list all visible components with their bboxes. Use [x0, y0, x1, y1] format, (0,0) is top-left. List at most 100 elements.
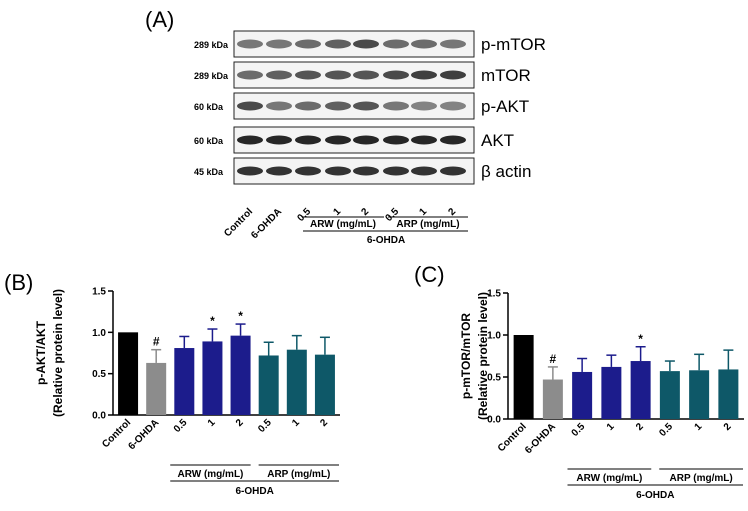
- significance-mark: *: [210, 314, 215, 328]
- x-tick-label: 0.5: [172, 417, 190, 435]
- blot-band: [353, 166, 379, 176]
- x-tick-label: 2: [722, 421, 734, 433]
- treatment-label: 6-OHDA: [235, 486, 273, 497]
- blot-band: [411, 39, 437, 49]
- y-tick-label: 0.0: [92, 411, 106, 422]
- x-tick-label: 0.5: [256, 417, 274, 435]
- blot-band: [295, 101, 321, 111]
- blot-kda-label: 60 kDa: [194, 136, 224, 146]
- blot-band: [266, 166, 292, 176]
- blot-lane-label: 1: [417, 206, 429, 218]
- bar: [230, 335, 251, 415]
- blot-band: [266, 70, 292, 80]
- x-tick-label: 2: [634, 421, 646, 433]
- blot-band: [440, 70, 466, 80]
- blot-band: [353, 101, 379, 111]
- blot-band: [295, 39, 321, 49]
- blot-band: [266, 135, 292, 145]
- blot-band: [411, 70, 437, 80]
- blot-kda-label: 60 kDa: [194, 102, 224, 112]
- treatment-label: 6-OHDA: [636, 490, 674, 501]
- x-tick-label: 1: [290, 417, 302, 429]
- bar: [286, 349, 307, 415]
- x-tick-label: 2: [234, 417, 246, 429]
- blot-band: [295, 135, 321, 145]
- significance-mark: *: [238, 309, 243, 323]
- panel-label-b: (B): [4, 270, 33, 295]
- y-tick-label: 0.5: [487, 373, 501, 384]
- group-label: ARW (mg/mL): [576, 473, 642, 484]
- bar: [202, 341, 223, 415]
- bar: [258, 355, 279, 415]
- bar: [718, 369, 739, 419]
- blot-protein-label: AKT: [481, 131, 514, 150]
- blot-band: [353, 39, 379, 49]
- blot-band: [237, 166, 263, 176]
- blot-band: [325, 39, 351, 49]
- y-tick-label: 0.5: [92, 369, 106, 380]
- blot-lane-label: 6-OHDA: [249, 206, 284, 241]
- blot-band: [440, 101, 466, 111]
- blot-lane-label: 2: [446, 206, 458, 218]
- blot-band: [237, 39, 263, 49]
- blot-lane-label: 2: [359, 206, 371, 218]
- blot-band: [383, 70, 409, 80]
- blot-band: [383, 166, 409, 176]
- group-label: ARW (mg/mL): [177, 469, 243, 480]
- y-axis-label: p-AKT/AKT: [34, 320, 48, 385]
- blot-band: [295, 166, 321, 176]
- x-tick-label: 1: [693, 421, 705, 433]
- y-axis-label: (Relative protein level): [476, 292, 490, 420]
- blot-band: [411, 135, 437, 145]
- x-tick-label: 0.5: [570, 421, 588, 439]
- panel-label-c: (C): [414, 262, 445, 287]
- chart-p-mtor-mtor: p-mTOR/mTOR (Relative protein level)0.0 0.…: [459, 289, 744, 501]
- y-tick-label: 0.0: [487, 415, 501, 426]
- blot-band: [237, 70, 263, 80]
- y-tick-label: 1.5: [92, 287, 106, 298]
- blot-group-label: ARW (mg/mL): [310, 219, 376, 230]
- y-tick-label: 1.0: [487, 331, 501, 342]
- bar: [174, 348, 195, 415]
- y-tick-label: 1.0: [92, 328, 106, 339]
- bar: [513, 335, 534, 419]
- chart-p-akt-akt: p-AKT/AKT (Relative protein level) 0.0 0.5 1…: [34, 287, 340, 497]
- blot-protein-label: p-mTOR: [481, 35, 546, 54]
- group-label: ARP (mg/mL): [670, 473, 733, 484]
- group-label: ARP (mg/mL): [267, 469, 330, 480]
- western-blot: 289 kDa p-mTOR 289 kDa mTOR 60 kDa p-AKT 60 kD…: [194, 30, 546, 246]
- significance-mark: #: [153, 335, 160, 349]
- blot-lane-label: 1: [331, 206, 343, 218]
- significance-mark: #: [550, 352, 557, 366]
- blot-band: [383, 39, 409, 49]
- blot-group-label: ARP (mg/mL): [396, 219, 459, 230]
- blot-band: [353, 70, 379, 80]
- bar: [689, 370, 710, 419]
- blot-protein-label: β actin: [481, 162, 531, 181]
- x-tick-label: 1: [206, 417, 218, 429]
- blot-band: [325, 70, 351, 80]
- bar: [118, 332, 139, 415]
- blot-band: [383, 101, 409, 111]
- x-tick-label: 1: [605, 421, 617, 433]
- blot-band: [295, 70, 321, 80]
- y-axis-label: (Relative protein level): [51, 289, 65, 417]
- bar: [572, 371, 593, 419]
- blot-band: [440, 135, 466, 145]
- bar: [542, 379, 563, 419]
- bar: [659, 371, 680, 419]
- blot-protein-label: p-AKT: [481, 97, 529, 116]
- blot-kda-label: 45 kDa: [194, 167, 224, 177]
- blot-kda-label: 289 kDa: [194, 40, 229, 50]
- bar: [314, 354, 335, 415]
- blot-band: [383, 135, 409, 145]
- x-tick-label: 6-OHDA: [523, 421, 558, 456]
- x-tick-label: 2: [318, 417, 330, 429]
- blot-band: [353, 135, 379, 145]
- bar: [601, 366, 622, 419]
- blot-band: [266, 101, 292, 111]
- blot-band: [411, 101, 437, 111]
- blot-band: [411, 166, 437, 176]
- x-tick-label: 0.5: [657, 421, 675, 439]
